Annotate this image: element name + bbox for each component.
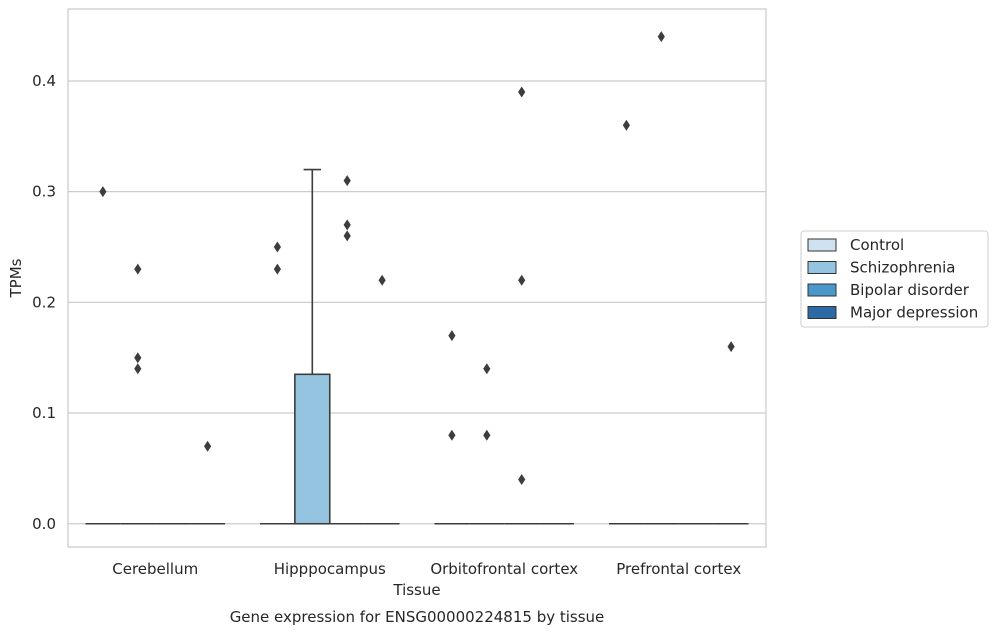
y-tick-label: 0.0 — [32, 515, 56, 533]
outlier-point — [134, 263, 142, 275]
outlier-point — [483, 429, 491, 441]
outlier-point — [622, 119, 630, 131]
outlier-point — [378, 274, 386, 286]
x-tick-label: Hipppocampus — [274, 560, 386, 578]
legend-frame — [800, 230, 989, 328]
legend-label: Schizophrenia — [850, 259, 955, 277]
outlier-point — [518, 274, 526, 286]
y-tick-label: 0.3 — [32, 183, 56, 201]
outlier-point — [343, 219, 351, 231]
legend-swatch — [807, 261, 837, 274]
outlier-point — [343, 230, 351, 242]
chart-caption: Gene expression for ENSG00000224815 by t… — [230, 608, 605, 626]
outlier-point — [273, 241, 281, 253]
y-tick-labels: 0.0 0.1 0.2 0.3 0.4 — [32, 72, 56, 533]
outlier-point — [343, 175, 351, 187]
outlier-point — [727, 341, 735, 353]
outlier-point — [518, 86, 526, 98]
x-axis-label: Tissue — [392, 581, 440, 599]
outlier-point — [99, 186, 107, 198]
outlier-point — [448, 330, 456, 342]
legend-label: Bipolar disorder — [850, 281, 970, 299]
outlier-points — [99, 31, 735, 485]
y-tick-label: 0.4 — [32, 72, 56, 90]
outlier-point — [134, 363, 142, 375]
grid-lines — [68, 80, 766, 525]
outlier-point — [483, 363, 491, 375]
plot-area-frame — [67, 8, 767, 548]
legend: Control Schizophrenia Bipolar disorder Majo… — [800, 230, 989, 328]
legend-swatch — [807, 283, 837, 297]
outlier-point — [657, 31, 665, 43]
x-tick-label: Prefrontal cortex — [616, 560, 741, 578]
x-tick-label: Orbitofrontal cortex — [430, 560, 578, 578]
legend-label: Major depression — [850, 304, 978, 322]
outlier-point — [134, 352, 142, 364]
legend-swatch — [807, 306, 837, 319]
outlier-point — [204, 440, 212, 452]
x-tick-label: Cerebellum — [112, 560, 198, 578]
legend-label: Control — [850, 236, 904, 254]
y-tick-label: 0.1 — [32, 404, 56, 422]
box — [294, 373, 331, 525]
boxes — [85, 168, 749, 525]
outlier-point — [273, 263, 281, 275]
y-axis-label: TPMs — [7, 258, 25, 298]
legend-swatch — [807, 238, 837, 252]
x-tick-labels: Cerebellum Hipppocampus Orbitofrontal cort… — [112, 560, 741, 578]
y-tick-label: 0.2 — [32, 293, 56, 311]
outlier-point — [448, 429, 456, 441]
outlier-point — [518, 473, 526, 485]
